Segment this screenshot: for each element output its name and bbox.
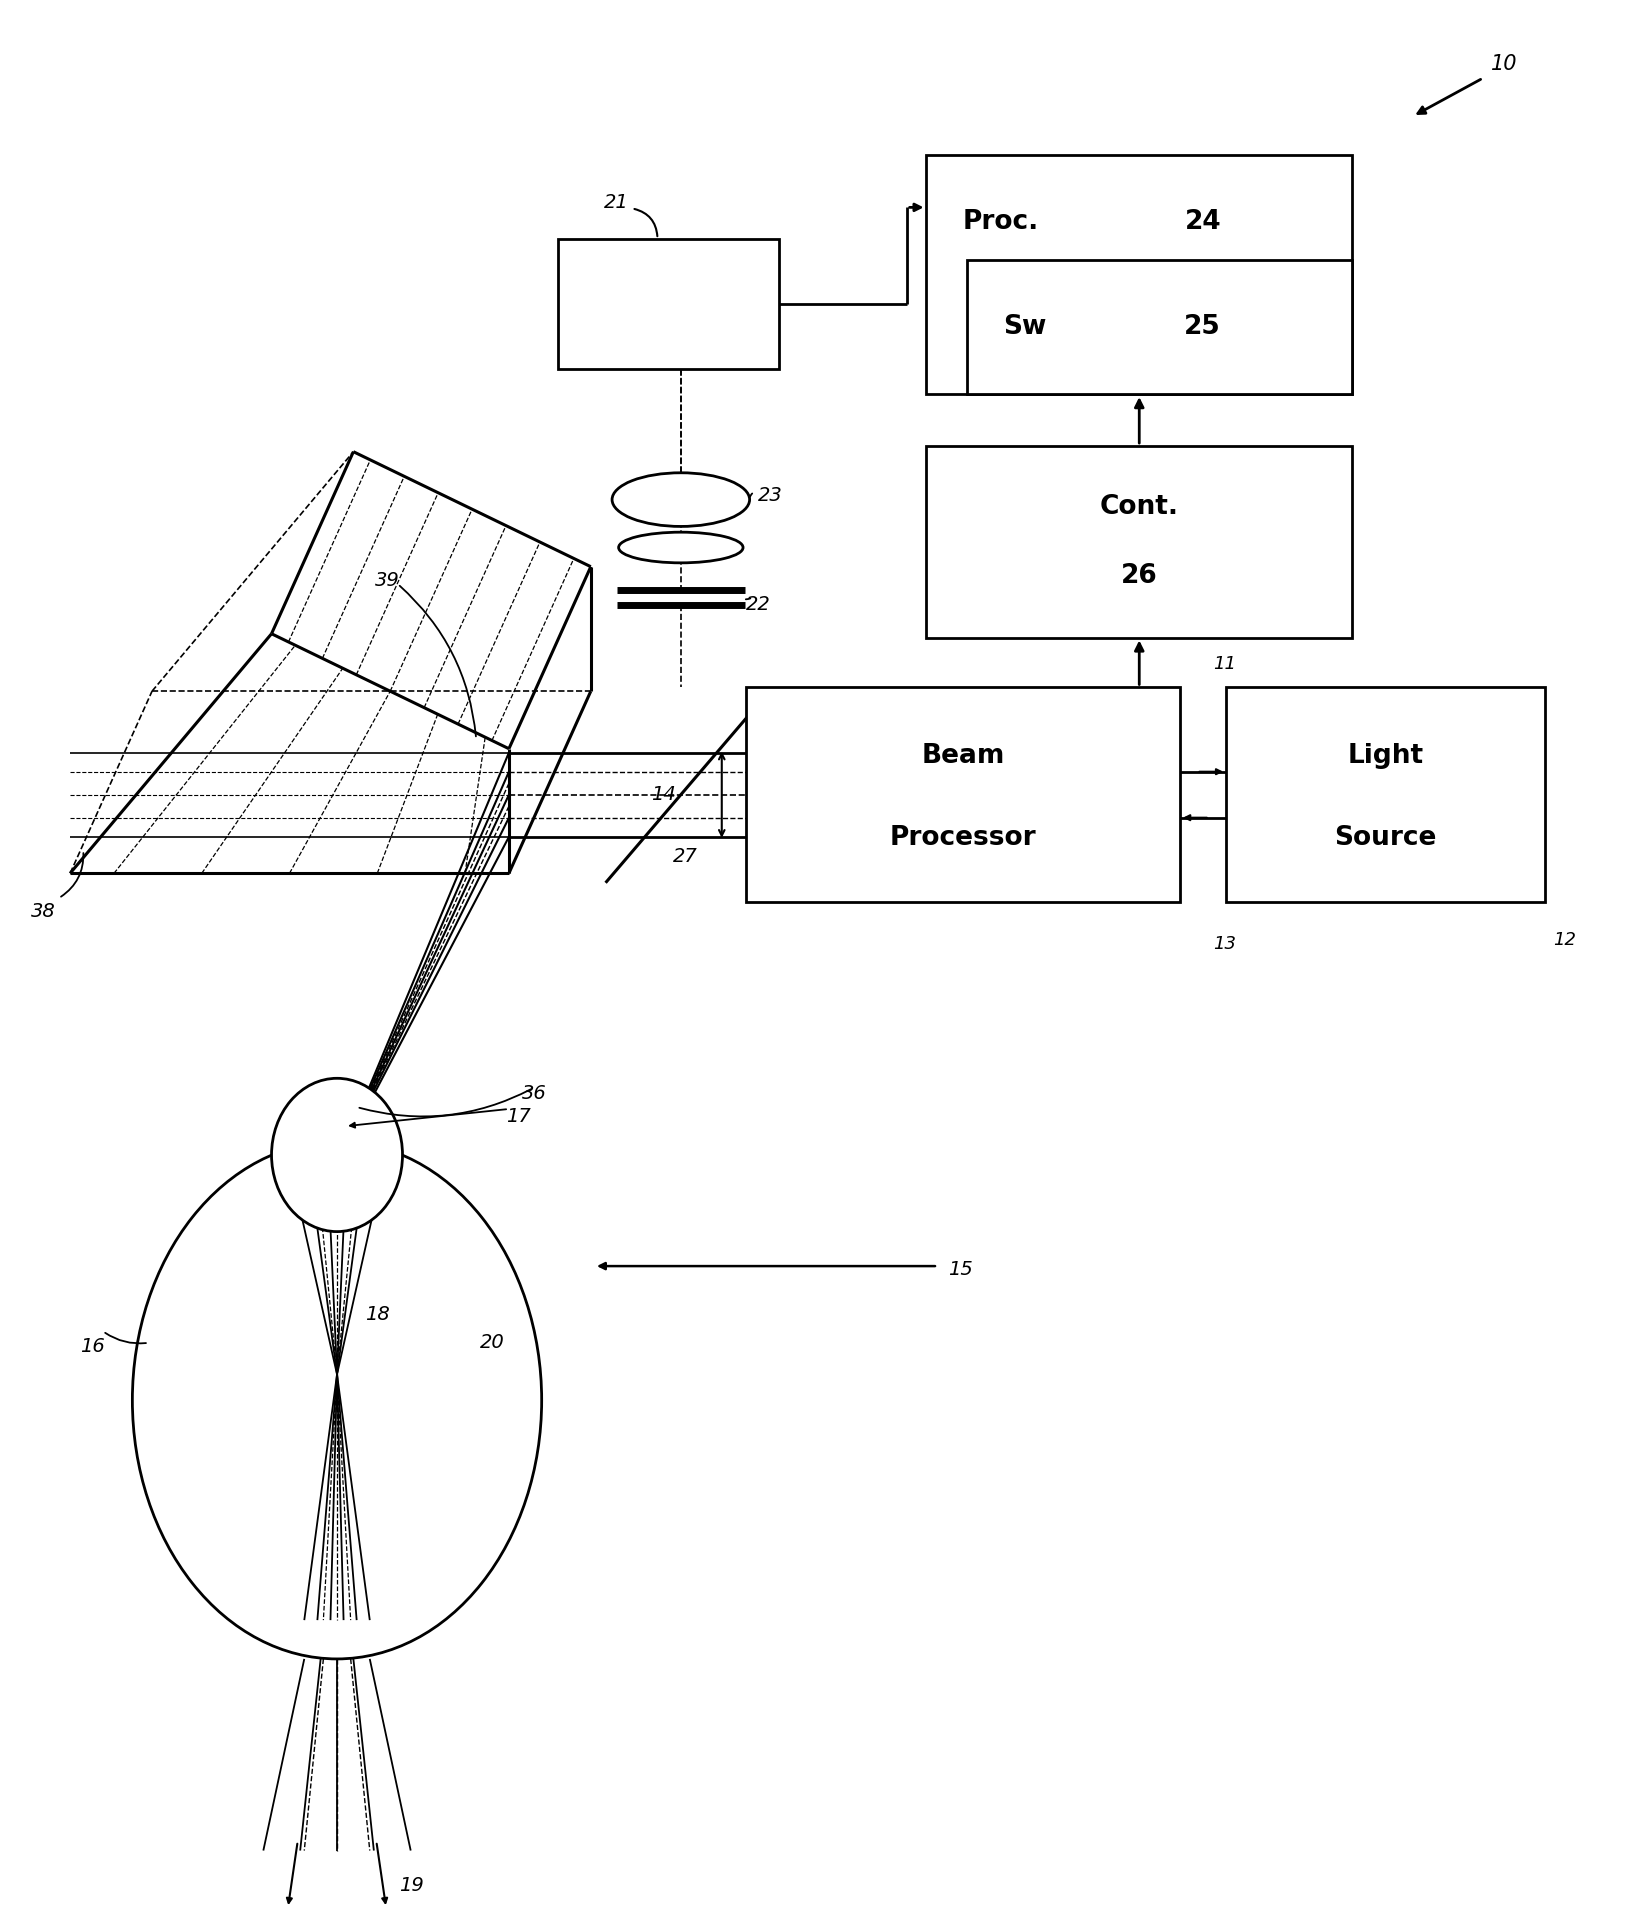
Text: Beam: Beam	[921, 743, 1005, 770]
Text: 36: 36	[521, 1084, 546, 1103]
Text: Source: Source	[1334, 825, 1436, 850]
Text: 27: 27	[672, 846, 697, 865]
Text: 11: 11	[1213, 656, 1236, 674]
Text: 17: 17	[505, 1107, 529, 1126]
Ellipse shape	[611, 472, 749, 526]
Bar	[967, 261, 1351, 393]
Text: 38: 38	[31, 902, 56, 921]
Bar	[557, 240, 779, 368]
Text: 10: 10	[1490, 54, 1516, 75]
Bar	[746, 687, 1180, 902]
Text: 21: 21	[603, 194, 628, 213]
Bar	[1226, 687, 1544, 902]
Bar	[926, 445, 1351, 637]
Text: 16: 16	[80, 1338, 105, 1357]
Text: Sw: Sw	[1003, 315, 1046, 340]
Text: Proc.: Proc.	[962, 209, 1037, 234]
Text: 14: 14	[651, 785, 675, 804]
Text: 39: 39	[374, 570, 400, 589]
Text: 25: 25	[1183, 315, 1219, 340]
Text: 19: 19	[398, 1875, 425, 1894]
Bar	[926, 155, 1351, 393]
Text: 18: 18	[364, 1305, 390, 1324]
Text: 12: 12	[1552, 931, 1575, 950]
Text: 15: 15	[947, 1261, 972, 1280]
Text: Cont.: Cont.	[1100, 495, 1178, 520]
Ellipse shape	[133, 1142, 541, 1658]
Text: Processor: Processor	[890, 825, 1036, 850]
Text: 26: 26	[1119, 564, 1157, 589]
Circle shape	[272, 1078, 402, 1232]
Text: 23: 23	[757, 486, 782, 505]
Text: 22: 22	[746, 595, 770, 614]
Text: Light: Light	[1347, 743, 1423, 770]
Text: 24: 24	[1185, 209, 1221, 234]
Ellipse shape	[618, 532, 742, 562]
Text: 13: 13	[1213, 935, 1236, 954]
Text: 20: 20	[479, 1334, 503, 1353]
